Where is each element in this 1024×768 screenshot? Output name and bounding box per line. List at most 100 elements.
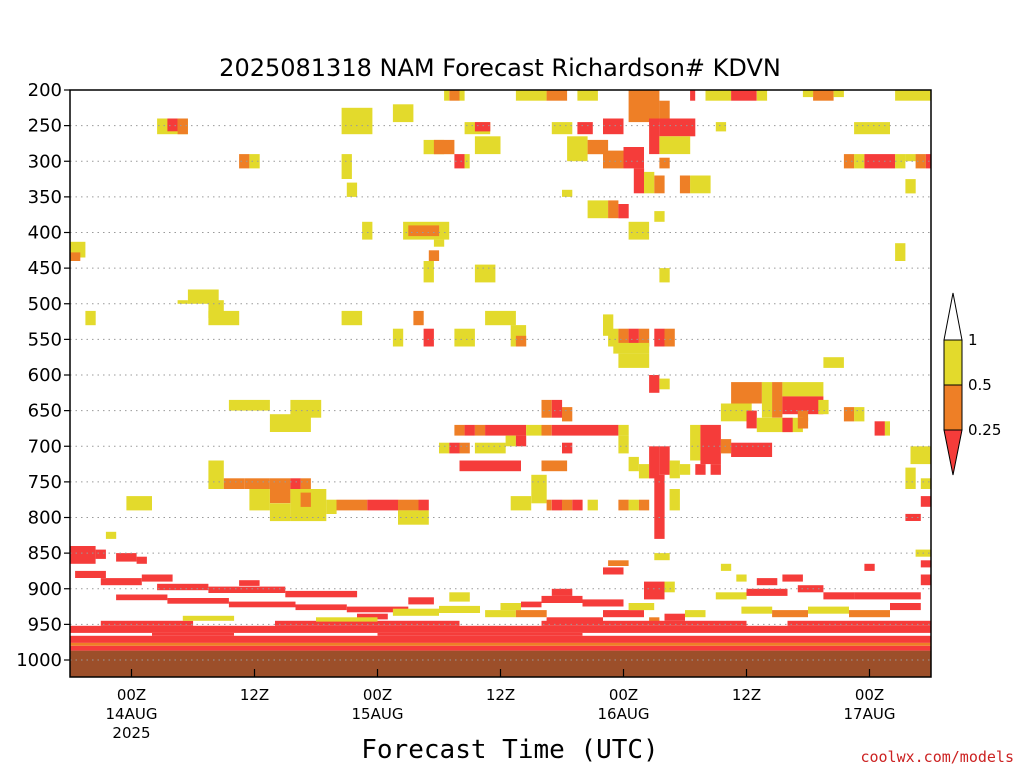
heatmap-cell [316,617,378,622]
heatmap-cell [854,154,865,169]
heatmap-cell [884,421,890,436]
y-tick-label: 800 [28,508,62,529]
heatmap-cell [562,442,573,454]
heatmap-cell [802,90,814,98]
heatmap-cell [500,603,521,611]
heatmap-cell [618,353,650,368]
heatmap-cell [628,328,639,347]
heatmap-cell [423,328,434,347]
heatmap-cell [167,598,229,604]
heatmap-cell [603,118,624,135]
heatmap-cell [141,574,173,582]
heatmap-cell [295,604,347,611]
x-tick-year: 2025 [112,724,150,742]
heatmap-cell [659,136,691,155]
heatmap-cell [731,90,757,101]
heatmap-cell [485,310,516,326]
heatmap-cell [336,499,368,511]
heatmap-cell [300,478,311,489]
heatmap-cell [521,601,542,608]
heatmap-cell [551,399,563,418]
heatmap-cell [638,464,650,479]
heatmap-cell [269,478,291,504]
heatmap-cell [326,499,337,514]
heatmap-cell [654,211,665,222]
heatmap-cell [449,442,460,454]
heatmap-cell [808,606,849,614]
heatmap-cell [439,442,450,454]
heatmap-cell [515,335,527,347]
heatmap-cell [649,375,660,393]
heatmap-cell [854,592,890,600]
heatmap-cell [70,625,931,633]
x-tick-label: 00Z [855,686,884,704]
heatmap-cell [285,590,358,598]
heatmap-cell [905,467,916,489]
heatmap-cell [608,328,619,347]
heatmap-cell [464,424,475,436]
heatmap-cell [100,578,142,586]
heatmap-cell [567,136,588,162]
heatmap-cell [341,154,352,179]
x-tick-label: 00Z [609,686,638,704]
gridlines [70,125,931,661]
heatmap-cell [562,189,573,197]
heatmap-cell [408,597,434,605]
legend-arrow-top [943,292,963,341]
heatmap-cell [746,410,757,429]
x-tick-label: 12Z [732,686,761,704]
heatmap-cell [756,417,803,433]
heatmap-cell [577,122,593,135]
heatmap-cell [474,442,506,454]
heatmap-cell [787,620,931,626]
heatmap-cell [628,456,639,472]
heatmap-cell [541,595,583,603]
heatmap-cell [905,154,916,162]
heatmap-cell [843,407,855,422]
heatmap-cell [772,610,808,618]
heatmap-cell [628,499,639,511]
heatmap-cell [208,460,224,489]
heatmap-cell [797,417,809,429]
heatmap-cell [628,221,650,240]
legend-label: 1 [968,331,978,349]
heatmap-cell [864,563,875,571]
heatmap-cell [664,581,675,593]
heatmap-cell [290,399,322,418]
x-tick-label: 00Z [363,686,392,704]
heatmap-cell [587,499,598,511]
heatmap-cell [474,122,491,132]
heatmap-cell [700,424,721,465]
heatmap-cell [116,553,137,562]
y-tick-label: 300 [28,151,62,172]
heatmap-cell [300,492,311,507]
heatmap-cell [782,574,803,582]
heatmap-cell [915,154,926,169]
heatmap-cell [459,90,465,101]
heatmap-cell [444,90,450,101]
heatmap-cell [423,261,434,283]
heatmap-cell [269,503,291,522]
y-tick-label: 400 [28,223,62,244]
heatmap-cell [418,499,429,511]
heatmap-cell [577,90,598,101]
x-tick-label: 12Z [486,686,515,704]
heatmap-cell [690,175,711,194]
heatmap-cell [357,613,388,620]
heatmap-cell [562,407,573,422]
heatmap-cell [485,424,527,436]
heatmap-cell [177,300,188,304]
heatmap-cell [736,574,747,582]
heatmap-cell [341,107,373,135]
heatmap-cell [644,581,665,600]
x-tick-date: 14AUG [106,705,158,723]
heatmap-cell [905,513,921,521]
heatmap-cell [290,478,301,489]
heatmap-cell [756,90,768,101]
heatmap-cell [823,357,844,368]
heatmap-cell [659,118,696,137]
heatmap-cell [582,599,624,607]
y-tick-label: 950 [28,614,62,635]
heatmap-cell [541,399,552,418]
